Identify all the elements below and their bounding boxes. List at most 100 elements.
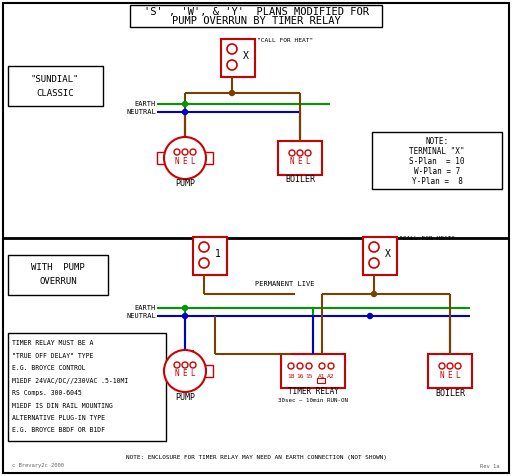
Text: "SUNDIAL": "SUNDIAL": [31, 76, 79, 85]
Text: c Brevary2c 2000: c Brevary2c 2000: [12, 464, 64, 468]
Circle shape: [306, 363, 312, 369]
Text: BOILER: BOILER: [435, 388, 465, 397]
Text: Y-Plan =  8: Y-Plan = 8: [412, 177, 462, 186]
Circle shape: [439, 363, 445, 369]
Text: 15: 15: [305, 374, 313, 378]
Circle shape: [182, 149, 188, 155]
Text: OVERRUN: OVERRUN: [39, 277, 77, 286]
Text: WITH  PUMP: WITH PUMP: [31, 264, 85, 272]
Text: M1EDF IS DIN RAIL MOUNTING: M1EDF IS DIN RAIL MOUNTING: [12, 403, 113, 408]
Text: E.G. BROYCE CONTROL: E.G. BROYCE CONTROL: [12, 365, 86, 371]
Bar: [193, 237, 227, 275]
Text: X: X: [385, 249, 391, 259]
Text: L: L: [190, 369, 195, 378]
Circle shape: [229, 90, 234, 96]
Text: TIMER RELAY MUST BE A: TIMER RELAY MUST BE A: [12, 340, 93, 346]
Text: S-Plan  = 10: S-Plan = 10: [409, 157, 465, 166]
Circle shape: [199, 258, 209, 268]
Text: PUMP OVERRUN BY TIMER RELAY: PUMP OVERRUN BY TIMER RELAY: [172, 16, 340, 26]
Text: 18: 18: [287, 374, 295, 378]
Circle shape: [164, 137, 206, 179]
Circle shape: [182, 306, 187, 310]
Bar: [281, 354, 345, 388]
Bar: [372, 132, 502, 189]
Text: PUMP: PUMP: [175, 179, 195, 188]
Bar: [428, 354, 472, 388]
Circle shape: [447, 363, 453, 369]
Text: A2: A2: [327, 374, 335, 378]
Bar: [8, 66, 103, 106]
Text: "TRUE OFF DELAY" TYPE: "TRUE OFF DELAY" TYPE: [12, 353, 93, 358]
Bar: [221, 39, 255, 77]
Bar: [204, 365, 213, 377]
Text: 'S' , 'W', & 'Y'  PLANS MODIFIED FOR: 'S' , 'W', & 'Y' PLANS MODIFIED FOR: [143, 7, 369, 17]
Circle shape: [369, 242, 379, 252]
Text: PUMP: PUMP: [175, 393, 195, 401]
Circle shape: [368, 314, 373, 318]
Bar: [157, 365, 166, 377]
Text: "CALL FOR HEAT": "CALL FOR HEAT": [257, 39, 313, 43]
Text: E: E: [183, 369, 187, 378]
Circle shape: [319, 363, 325, 369]
Circle shape: [190, 149, 196, 155]
Circle shape: [369, 258, 379, 268]
Circle shape: [164, 350, 206, 392]
Text: PERMANENT LIVE: PERMANENT LIVE: [255, 281, 315, 287]
Circle shape: [182, 109, 187, 115]
Text: E: E: [297, 158, 302, 167]
Text: CLASSIC: CLASSIC: [36, 89, 74, 99]
Circle shape: [174, 362, 180, 368]
Text: NEUTRAL: NEUTRAL: [126, 109, 156, 115]
Circle shape: [227, 60, 237, 70]
Circle shape: [182, 314, 187, 318]
Text: EARTH: EARTH: [135, 305, 156, 311]
Bar: [317, 378, 325, 383]
Text: NOTE:: NOTE:: [425, 137, 449, 146]
Text: 1: 1: [215, 249, 221, 259]
Text: E: E: [183, 157, 187, 166]
Text: EARTH: EARTH: [135, 101, 156, 107]
Text: A1: A1: [318, 374, 326, 378]
Circle shape: [372, 291, 376, 297]
Text: N: N: [175, 157, 179, 166]
Text: BOILER: BOILER: [285, 176, 315, 185]
Text: NEUTRAL: NEUTRAL: [126, 313, 156, 319]
Text: TIMER RELAY: TIMER RELAY: [288, 387, 338, 397]
Text: TERMINAL "X": TERMINAL "X": [409, 147, 465, 156]
Circle shape: [227, 44, 237, 54]
Text: Rev 1a: Rev 1a: [480, 464, 500, 468]
Circle shape: [305, 150, 311, 156]
Circle shape: [328, 363, 334, 369]
Text: ALTERNATIVE PLUG-IN TYPE: ALTERNATIVE PLUG-IN TYPE: [12, 415, 105, 421]
Text: L: L: [190, 157, 195, 166]
Text: 30sec ~ 10min RUN-ON: 30sec ~ 10min RUN-ON: [278, 398, 348, 404]
Text: 16: 16: [296, 374, 304, 378]
Text: "CALL FOR HEAT": "CALL FOR HEAT": [399, 237, 455, 241]
Text: L: L: [456, 370, 460, 379]
Text: N: N: [440, 370, 444, 379]
Circle shape: [182, 101, 187, 107]
Circle shape: [182, 362, 188, 368]
Text: N: N: [175, 369, 179, 378]
Text: M1EDF 24VAC/DC//230VAC .5-10MI: M1EDF 24VAC/DC//230VAC .5-10MI: [12, 377, 128, 384]
Text: N: N: [290, 158, 294, 167]
Circle shape: [199, 242, 209, 252]
Circle shape: [297, 363, 303, 369]
Circle shape: [174, 149, 180, 155]
Bar: [130, 5, 382, 27]
Bar: [204, 152, 213, 164]
Bar: [8, 333, 166, 441]
Text: L: L: [306, 158, 310, 167]
Bar: [363, 237, 397, 275]
Text: E.G. BROYCE B8DF OR B1DF: E.G. BROYCE B8DF OR B1DF: [12, 427, 105, 434]
Circle shape: [289, 150, 295, 156]
Text: E: E: [447, 370, 452, 379]
Text: W-Plan = 7: W-Plan = 7: [414, 167, 460, 176]
Circle shape: [288, 363, 294, 369]
Text: X: X: [243, 51, 249, 61]
Circle shape: [455, 363, 461, 369]
Text: RS Comps. 300-6045: RS Comps. 300-6045: [12, 390, 82, 396]
Bar: [157, 152, 166, 164]
Circle shape: [297, 150, 303, 156]
Text: NOTE: ENCLOSURE FOR TIMER RELAY MAY NEED AN EARTH CONNECTION (NOT SHOWN): NOTE: ENCLOSURE FOR TIMER RELAY MAY NEED…: [125, 456, 387, 460]
